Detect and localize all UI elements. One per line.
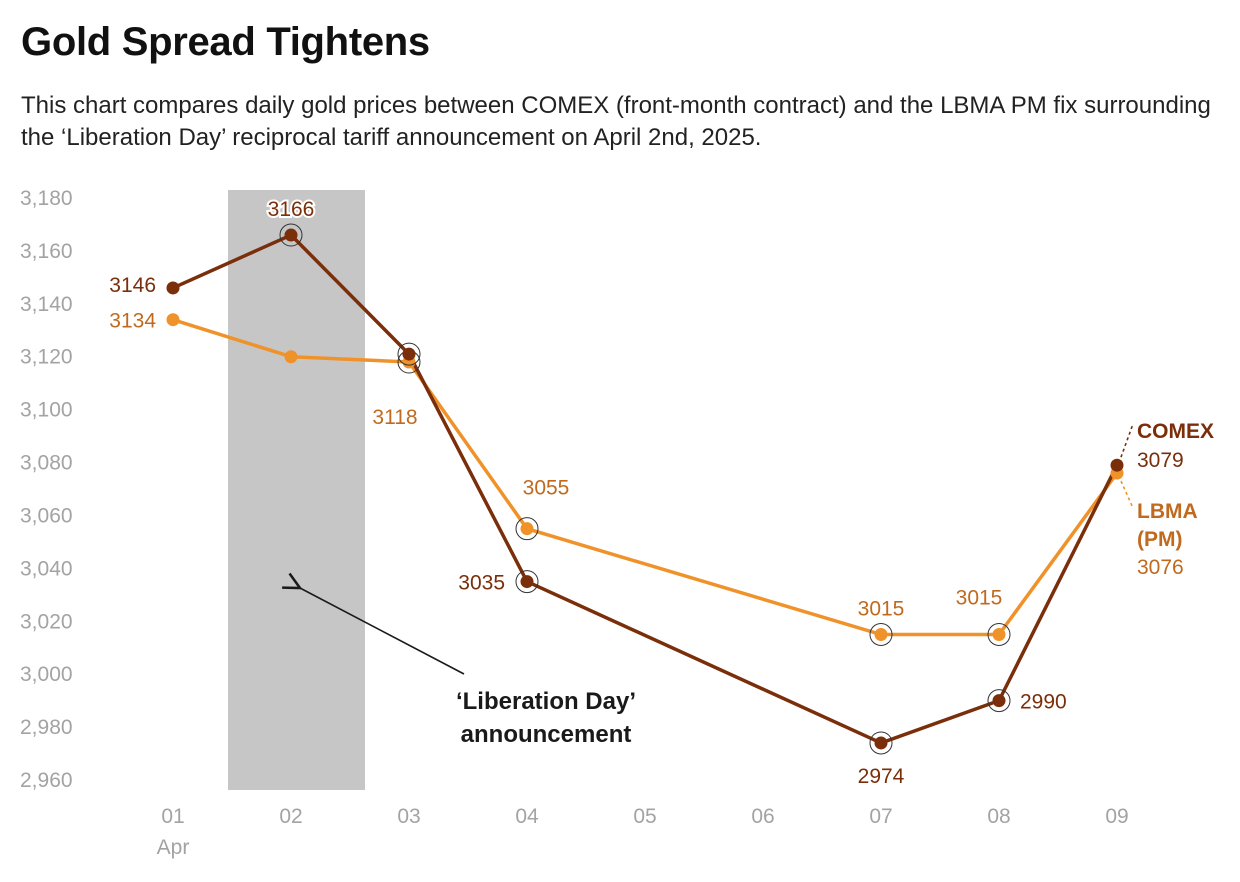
lbma-series-name: LBMA (1137, 500, 1198, 523)
comex-point (284, 228, 298, 242)
lbma-point (284, 350, 298, 364)
lbma-point (166, 313, 180, 327)
comex-point (520, 575, 534, 589)
x-tick-label: 08 (987, 805, 1010, 828)
lbma-point (520, 522, 534, 536)
lbma-point-ring (515, 517, 539, 541)
y-tick-label: 3,100 (20, 399, 73, 422)
lbma-data-label: 3076 (1137, 556, 1184, 579)
liberation-day-band (228, 190, 365, 790)
comex-data-label: 3146 (109, 274, 156, 297)
lbma-point-ring (869, 623, 893, 646)
comex-point (1110, 458, 1124, 472)
y-tick-label: 3,120 (20, 346, 73, 369)
y-tick-label: 2,960 (20, 769, 73, 792)
annotation-text: announcement (461, 721, 632, 748)
comex-data-label: 2974 (858, 765, 905, 788)
lbma-data-label: 3015 (858, 598, 905, 621)
y-tick-label: 3,020 (20, 610, 73, 633)
y-tick-label: 3,000 (20, 663, 73, 686)
comex-point-ring (279, 223, 303, 247)
y-tick-label: 2,980 (20, 716, 73, 739)
lbma-leader-line (1120, 480, 1134, 509)
lbma-point (874, 628, 888, 641)
lbma-point-ring (987, 623, 1011, 646)
x-tick-label: 05 (633, 805, 656, 828)
x-tick-label: 02 (279, 805, 302, 828)
y-tick-label: 3,160 (20, 240, 73, 263)
comex-point (992, 694, 1006, 708)
comex-point (166, 281, 180, 295)
x-tick-label: 01 (161, 805, 184, 828)
x-tick-label: 04 (515, 805, 539, 828)
comex-point (874, 736, 888, 750)
y-tick-label: 3,060 (20, 504, 73, 527)
comex-data-label: 3079 (1137, 449, 1184, 472)
x-tick-label: 03 (397, 805, 420, 828)
comex-data-label: 3035 (458, 572, 505, 595)
x-tick-label: 09 (1105, 805, 1128, 828)
lbma-data-label: 3055 (523, 477, 570, 500)
y-tick-label: 3,140 (20, 293, 73, 316)
annotation-text: ‘Liberation Day’ (456, 688, 636, 715)
comex-series-name: COMEX (1137, 420, 1214, 443)
y-tick-label: 3,040 (20, 557, 73, 580)
comex-leader-line (1120, 423, 1134, 458)
comex-point-ring (515, 570, 539, 594)
comex-data-label: 3166 (268, 198, 315, 221)
annotation-arrow (300, 588, 465, 675)
lbma-data-label: 3134 (109, 310, 156, 333)
comex-point-ring (987, 689, 1011, 713)
comex-point (402, 347, 416, 361)
lbma-data-label: 3118 (372, 406, 417, 429)
y-tick-label: 3,080 (20, 452, 73, 475)
comex-data-label: 2990 (1020, 691, 1067, 714)
x-tick-label: 07 (869, 805, 892, 828)
chart-title: Gold Spread Tightens (21, 20, 430, 64)
lbma-data-label: 3015 (956, 587, 1003, 610)
chart-subtitle: This chart compares daily gold prices be… (21, 92, 1211, 151)
x-tick-sublabel: Apr (157, 836, 190, 859)
lbma-point (992, 628, 1006, 641)
x-tick-label: 06 (751, 805, 774, 828)
y-tick-label: 3,180 (20, 187, 73, 210)
lbma-series-name: (PM) (1137, 528, 1183, 551)
comex-point-ring (869, 731, 893, 755)
comex-point-ring (397, 342, 421, 366)
